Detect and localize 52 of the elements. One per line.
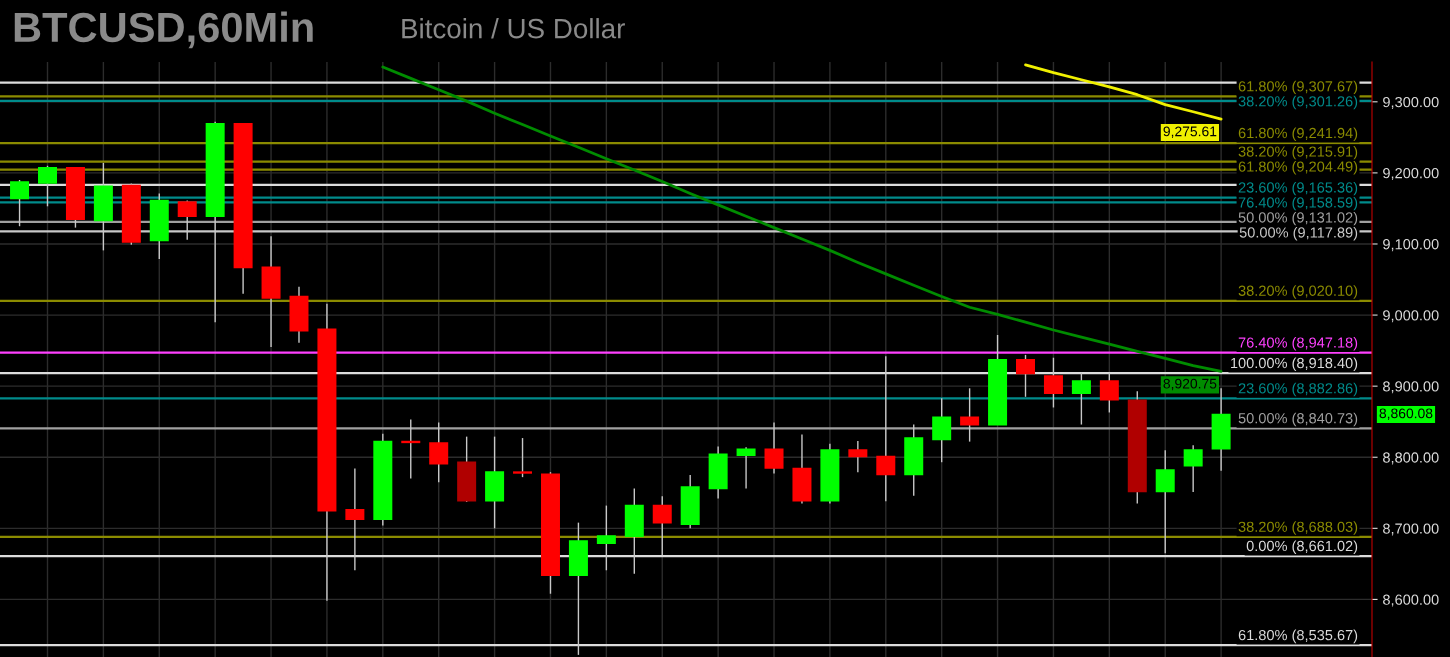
candlestick	[848, 440, 868, 473]
chart-title: BTCUSD,60Min	[14, 11, 313, 49]
ref-line-label: 76.40% (8,947.18)	[1238, 337, 1358, 351]
candlestick	[345, 467, 365, 571]
ref-line-label: 61.80% (9,204.49)	[1238, 160, 1358, 175]
candlestick	[1099, 371, 1119, 414]
candlestick	[1043, 357, 1063, 409]
candlestick	[1016, 354, 1036, 398]
candlestick	[652, 495, 672, 557]
candlestick	[764, 421, 784, 475]
candlestick	[10, 179, 30, 227]
candlestick	[736, 446, 756, 490]
y-tick-label: 8,700.00	[1383, 523, 1439, 536]
candlestick	[38, 165, 58, 208]
ref-line-label: 61.80% (8,535.67)	[1238, 629, 1358, 644]
candlestick	[1183, 444, 1203, 493]
y-tick-label: 9,300.00	[1383, 96, 1439, 109]
ref-line-label: 50.00% (9,117.89)	[1239, 226, 1358, 241]
y-tick-label: 8,900.00	[1383, 381, 1439, 394]
y-tick-label: 8,600.00	[1383, 594, 1439, 607]
candlestick	[1155, 449, 1175, 554]
y-tick-label: 8,800.00	[1383, 452, 1439, 465]
line-series	[381, 65, 1223, 373]
ref-line-label: 38.20% (8,688.03)	[1238, 521, 1358, 535]
candlestick	[513, 437, 533, 478]
ref-line-label: 100.00% (8,918.40)	[1231, 357, 1358, 372]
chart-subtitle: Bitcoin / US Dollar	[402, 18, 625, 39]
data-label: 9,275.61	[1163, 126, 1217, 138]
ref-line-label: 38.20% (9,020.10)	[1238, 285, 1358, 299]
candlestick	[429, 421, 449, 483]
text: 8,860.08	[1379, 408, 1433, 420]
ref-line-label: 0.00% (8,661.02)	[1246, 540, 1358, 555]
ref-line-label: 50.00% (9,131.02)	[1238, 211, 1358, 226]
ref-line-label: 38.20% (9,215.91)	[1238, 145, 1358, 160]
ref-line-label: 50.00% (8,840.73)	[1238, 412, 1358, 427]
y-tick-label: 9,100.00	[1383, 239, 1439, 252]
ref-line-label: 38.20% (9,301.26)	[1238, 95, 1358, 110]
y-tick-label: 9,200.00	[1383, 168, 1439, 181]
ref-line-label: 23.60% (8,882.86)	[1238, 382, 1358, 397]
candlestick	[596, 504, 616, 571]
candlestick	[960, 387, 980, 443]
ref-line-label: 61.80% (9,241.94)	[1238, 127, 1358, 142]
ref-line-label: 23.60% (9,165.36)	[1238, 181, 1358, 196]
line-series	[1024, 63, 1223, 121]
y-tick-label: 9,000.00	[1383, 310, 1439, 323]
ref-line-label: 61.80% (9,307.67)	[1238, 80, 1358, 95]
candlestick	[932, 397, 952, 463]
ref-line-label: 76.40% (9,158.59)	[1238, 196, 1358, 211]
data-label: 8,920.75	[1163, 378, 1217, 391]
candlestick	[1071, 371, 1091, 426]
candlestick	[876, 355, 896, 503]
candlestick	[401, 418, 421, 480]
